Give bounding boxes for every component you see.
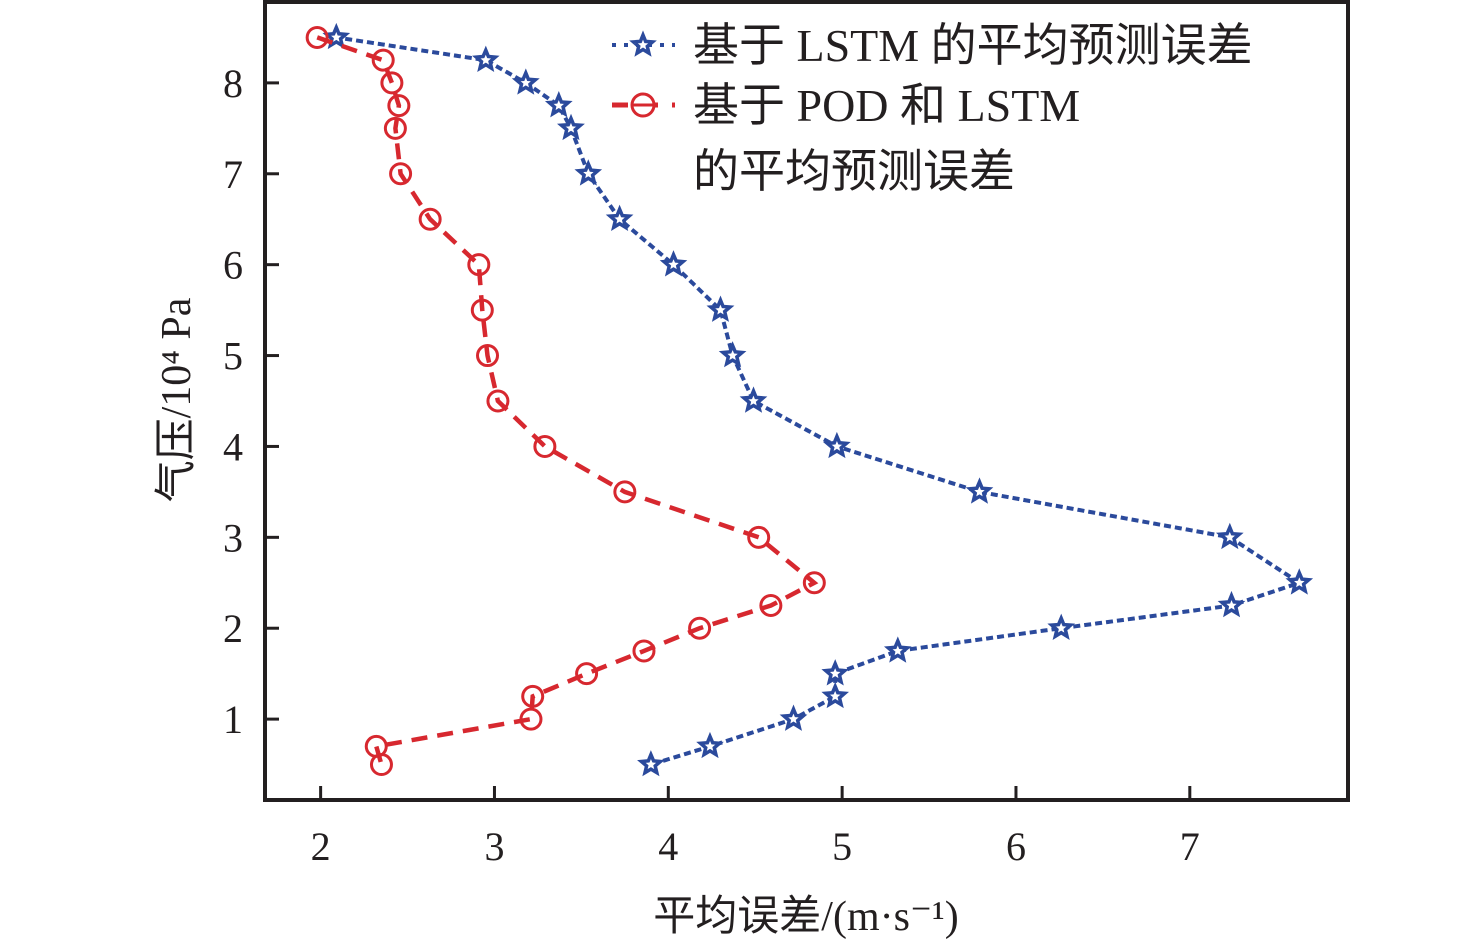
circle-marker	[476, 344, 500, 368]
star-marker	[472, 45, 500, 72]
star-marker	[821, 659, 849, 686]
star-marker	[696, 731, 724, 759]
x-axis-title: 平均误差/(m·s⁻¹)	[653, 894, 958, 940]
y-tick-label: 4	[223, 424, 243, 469]
legend-star-icon	[629, 30, 657, 57]
star-marker	[965, 477, 994, 504]
y-tick-label: 6	[223, 243, 243, 288]
circle-marker	[486, 389, 510, 413]
star-marker	[718, 341, 747, 368]
circle-marker	[369, 753, 393, 777]
circle-marker	[387, 94, 411, 118]
circle-marker	[305, 25, 329, 49]
circle-marker	[467, 253, 491, 277]
circle-marker	[380, 71, 404, 95]
x-tick-label: 3	[484, 824, 504, 869]
x-tick-label: 6	[1006, 824, 1026, 869]
star-marker	[511, 68, 540, 95]
y-axis-title: 气压/10⁴ Pa	[154, 297, 200, 502]
legend-label: 基于 POD 和 LSTM	[693, 80, 1080, 131]
axis-ticks: 2 3 4 5 6 7 1 2 3 4 5 6 7 8	[223, 61, 1200, 869]
y-tick-label: 7	[223, 152, 243, 197]
plot-border	[263, 0, 1350, 802]
circle-marker	[519, 707, 543, 731]
plot-frame	[263, 0, 1350, 802]
star-marker	[706, 295, 735, 322]
y-tick-label: 5	[223, 334, 243, 379]
circle-marker	[470, 298, 494, 322]
circle-marker	[389, 162, 413, 186]
star-marker	[883, 636, 912, 663]
x-tick-label: 7	[1180, 824, 1200, 869]
circle-marker	[371, 48, 395, 72]
y-tick-label: 3	[223, 515, 243, 560]
legend-item-1: 基于 LSTM 的平均预测误差	[612, 20, 1253, 71]
legend-label: 的平均预测误差	[693, 146, 1015, 197]
y-tick-label: 8	[223, 61, 243, 106]
circle-marker	[418, 207, 442, 231]
star-marker	[1047, 613, 1076, 641]
circle-marker	[533, 434, 557, 458]
star-marker	[739, 386, 768, 413]
star-marker	[605, 204, 634, 231]
circle-marker	[747, 525, 771, 549]
circle-marker	[759, 593, 783, 617]
x-tick-label: 4	[658, 824, 678, 869]
circle-marker	[613, 480, 637, 504]
star-marker	[1285, 568, 1314, 595]
star-marker	[823, 431, 851, 459]
star-marker	[557, 113, 585, 141]
series-2	[305, 25, 826, 777]
star-marker	[1215, 522, 1244, 550]
circle-marker	[802, 571, 826, 595]
star-marker	[544, 91, 573, 118]
x-tick-label: 2	[311, 824, 331, 869]
legend-label: 基于 LSTM 的平均预测误差	[693, 20, 1253, 71]
circle-marker	[383, 116, 407, 140]
circle-marker	[688, 616, 712, 640]
circle-marker	[521, 684, 545, 708]
star-marker	[637, 750, 665, 777]
circle-marker	[632, 639, 656, 663]
star-marker	[1217, 590, 1246, 618]
series-layer	[305, 22, 1314, 777]
star-marker	[659, 250, 688, 277]
series-1	[322, 22, 1314, 777]
star-marker	[779, 704, 808, 731]
y-tick-label: 2	[223, 606, 243, 651]
star-marker	[574, 159, 603, 186]
y-tick-label: 1	[223, 697, 243, 742]
legend-item-2: 基于 POD 和 LSTM 的平均预测误差	[612, 80, 1080, 197]
circle-marker	[575, 662, 599, 686]
series-line	[316, 35, 819, 766]
x-tick-label: 5	[832, 824, 852, 869]
star-marker	[821, 681, 849, 709]
